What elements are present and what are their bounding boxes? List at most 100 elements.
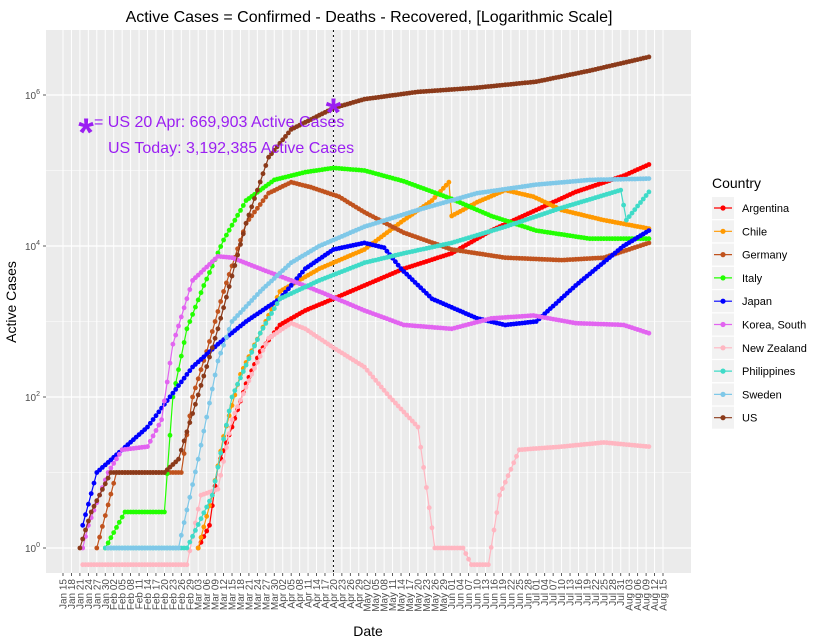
data-point bbox=[184, 372, 190, 377]
data-point bbox=[156, 422, 162, 428]
data-point bbox=[255, 337, 260, 342]
data-point bbox=[201, 524, 207, 530]
data-point bbox=[387, 394, 393, 400]
data-point bbox=[162, 509, 167, 515]
x-tick-label: Apr 02 bbox=[278, 579, 289, 609]
data-point bbox=[97, 534, 102, 540]
data-point bbox=[263, 321, 269, 326]
data-point bbox=[207, 339, 212, 344]
data-point bbox=[209, 492, 215, 498]
data-point bbox=[235, 381, 241, 387]
x-tick-label: May 26 bbox=[430, 579, 441, 612]
data-point bbox=[170, 341, 176, 347]
legend-item: Korea, South bbox=[712, 313, 806, 336]
x-tick-label: Jun 04 bbox=[456, 579, 467, 609]
data-point bbox=[257, 330, 263, 336]
legend-key-dot bbox=[720, 415, 726, 421]
data-point bbox=[215, 358, 221, 364]
data-point bbox=[119, 514, 125, 520]
data-point bbox=[184, 429, 190, 435]
data-point bbox=[221, 289, 227, 294]
data-point bbox=[100, 487, 105, 492]
data-point bbox=[640, 196, 646, 202]
x-tick-label: May 23 bbox=[422, 579, 433, 612]
x-tick-label: Jul 28 bbox=[608, 579, 619, 606]
data-point bbox=[184, 507, 190, 513]
data-point bbox=[114, 456, 119, 462]
data-point bbox=[415, 424, 421, 430]
data-point bbox=[362, 364, 367, 370]
data-point bbox=[240, 307, 246, 312]
data-point bbox=[373, 377, 379, 383]
data-point bbox=[221, 237, 227, 243]
data-point bbox=[229, 273, 235, 279]
data-point bbox=[463, 551, 469, 556]
data-point bbox=[176, 367, 181, 373]
x-axis-label: Date bbox=[353, 623, 383, 639]
data-point bbox=[263, 341, 269, 347]
data-point bbox=[274, 144, 280, 150]
data-point bbox=[646, 176, 652, 182]
data-point bbox=[221, 305, 227, 311]
annotation-star-legend: * bbox=[78, 111, 94, 155]
annotation-line-2: US Today: 3,192,385 Active Cases bbox=[108, 140, 354, 157]
legend-item: Japan bbox=[712, 290, 772, 313]
data-point bbox=[164, 379, 170, 385]
data-point bbox=[190, 482, 196, 487]
data-point bbox=[190, 533, 196, 539]
data-point bbox=[190, 312, 196, 317]
data-point bbox=[167, 394, 173, 400]
data-point bbox=[162, 398, 167, 404]
data-point bbox=[646, 240, 652, 246]
data-point bbox=[195, 456, 201, 462]
legend-label: Chile bbox=[742, 226, 767, 238]
data-point bbox=[494, 510, 500, 515]
data-point bbox=[240, 231, 246, 237]
data-point bbox=[178, 314, 184, 320]
data-point bbox=[190, 411, 196, 416]
data-point bbox=[190, 394, 196, 400]
data-point bbox=[201, 373, 207, 379]
data-point bbox=[91, 480, 97, 486]
x-tick-label: Apr 20 bbox=[329, 579, 340, 609]
annotation-star-on-point: * bbox=[326, 91, 342, 135]
data-point bbox=[646, 330, 652, 336]
series-us bbox=[77, 54, 652, 551]
data-point bbox=[181, 520, 187, 525]
x-tick-label: Feb 05 bbox=[118, 579, 129, 611]
annotation-line-1: = US 20 Apr: 669,903 Active Cases bbox=[94, 114, 344, 131]
x-tick-label: Jan 21 bbox=[75, 579, 86, 609]
data-point bbox=[184, 296, 190, 302]
x-tick-label: Mar 24 bbox=[253, 579, 264, 611]
data-point bbox=[105, 540, 111, 546]
data-point bbox=[393, 400, 398, 406]
legend-item: Argentina bbox=[712, 197, 790, 219]
x-tick-label: Feb 02 bbox=[109, 579, 120, 611]
data-point bbox=[491, 527, 497, 533]
data-point bbox=[195, 522, 201, 527]
x-tick-label: Jun 22 bbox=[506, 579, 517, 609]
x-tick-label: Jul 31 bbox=[616, 579, 627, 606]
data-point bbox=[367, 371, 373, 376]
legend-item: Chile bbox=[712, 220, 767, 243]
data-point bbox=[401, 409, 407, 415]
data-point bbox=[412, 421, 418, 427]
legend-item: Germany bbox=[712, 243, 788, 266]
legend-label: Germany bbox=[742, 250, 788, 262]
data-point bbox=[147, 420, 153, 426]
data-point bbox=[646, 228, 652, 234]
x-tick-label: Jan 15 bbox=[59, 579, 70, 609]
data-point bbox=[624, 217, 629, 223]
data-point bbox=[215, 486, 221, 492]
x-tick-label: Jan 27 bbox=[92, 579, 103, 609]
data-point bbox=[257, 202, 263, 207]
legend-item: Italy bbox=[712, 266, 763, 289]
data-point bbox=[178, 532, 184, 538]
legend-key-dot bbox=[720, 275, 726, 281]
x-tick-label: Apr 05 bbox=[287, 579, 298, 609]
data-point bbox=[252, 343, 257, 349]
data-point bbox=[226, 284, 232, 289]
data-point bbox=[252, 196, 257, 201]
data-point bbox=[249, 371, 255, 377]
data-point bbox=[249, 349, 255, 355]
